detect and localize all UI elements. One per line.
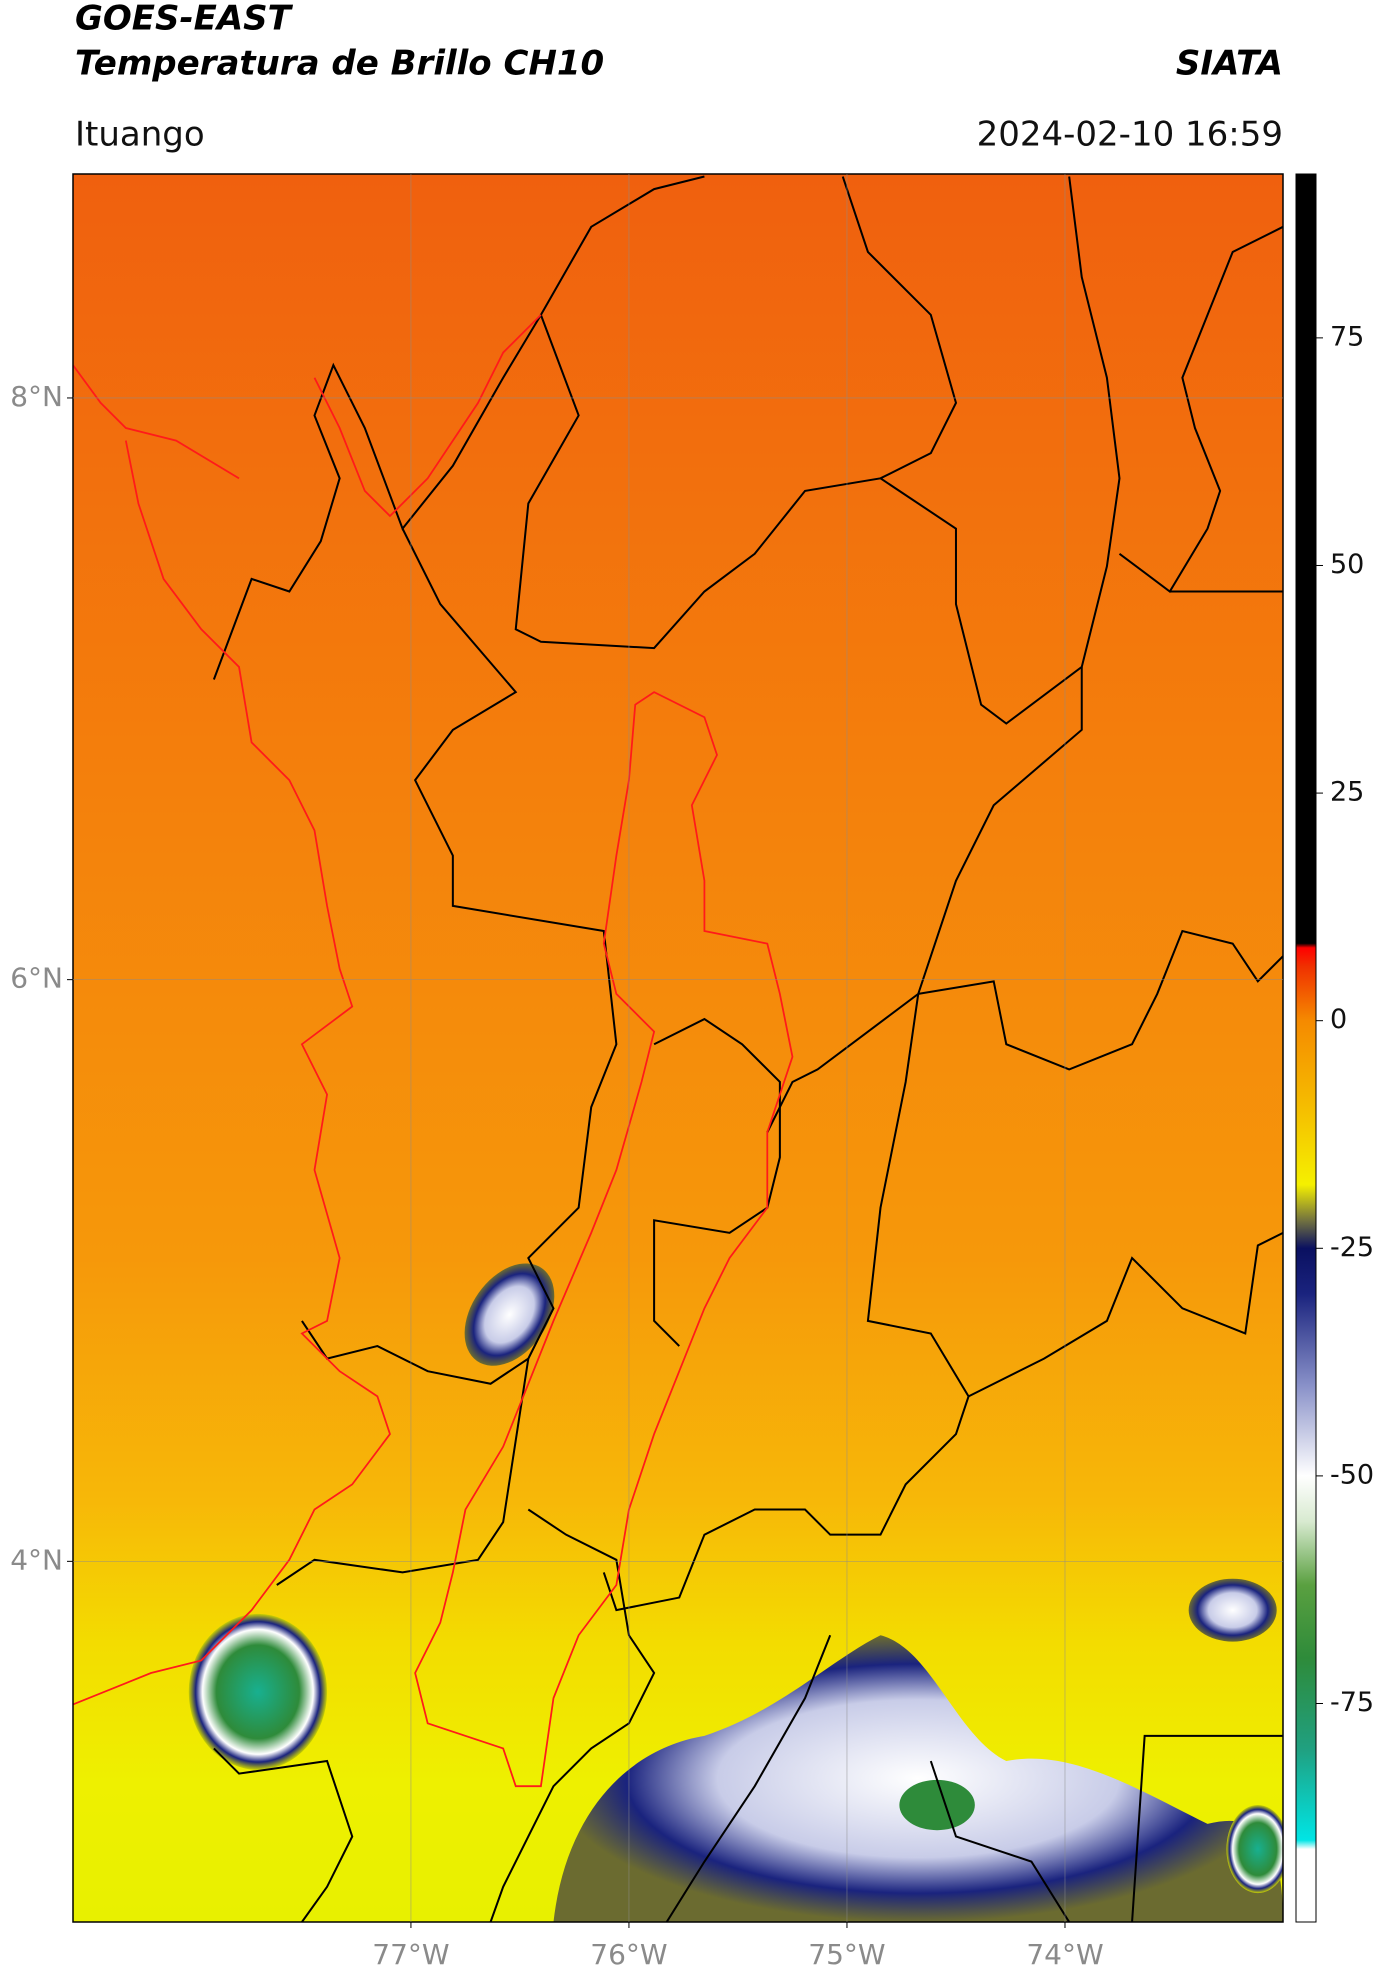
colorbar: [1295, 173, 1317, 1923]
colorbar-tick-label: -50: [1330, 1459, 1374, 1490]
y-tick-label: 8°N: [10, 380, 63, 413]
x-tick-label: 76°W: [590, 1938, 667, 1971]
subtitle: Temperatura de Brillo CH10: [75, 44, 604, 84]
title: GOES-EAST: [75, 0, 294, 39]
storm-cell: [1226, 1805, 1283, 1894]
colorbar-tick-label: 75: [1330, 321, 1364, 352]
x-tick-label: 77°W: [372, 1938, 449, 1971]
source: SIATA: [1176, 44, 1283, 84]
colorbar-tick-label: -25: [1330, 1232, 1374, 1263]
y-tick-label: 6°N: [10, 962, 63, 995]
map-frame: [72, 173, 1284, 1923]
storm-cell: [464, 1263, 555, 1366]
x-tick-label: 74°W: [1026, 1938, 1103, 1971]
map: [73, 174, 1283, 1922]
colorbar-tick-label: 50: [1330, 549, 1364, 580]
colorbar-tick-label: 0: [1330, 1004, 1347, 1035]
timestamp: 2024-02-10 16:59: [977, 115, 1283, 155]
x-tick-label: 75°W: [808, 1938, 885, 1971]
borders: [212, 175, 1283, 1922]
location: Ituango: [75, 115, 205, 155]
storm-cell: [553, 1635, 1283, 1922]
y-tick-label: 4°N: [10, 1543, 63, 1576]
storm-cell: [1188, 1578, 1277, 1642]
colorbar-tick-label: 25: [1330, 777, 1364, 808]
storm-cell: [188, 1613, 328, 1770]
storm-cell: [899, 1779, 975, 1831]
colorbar-tick-label: -75: [1330, 1687, 1374, 1718]
